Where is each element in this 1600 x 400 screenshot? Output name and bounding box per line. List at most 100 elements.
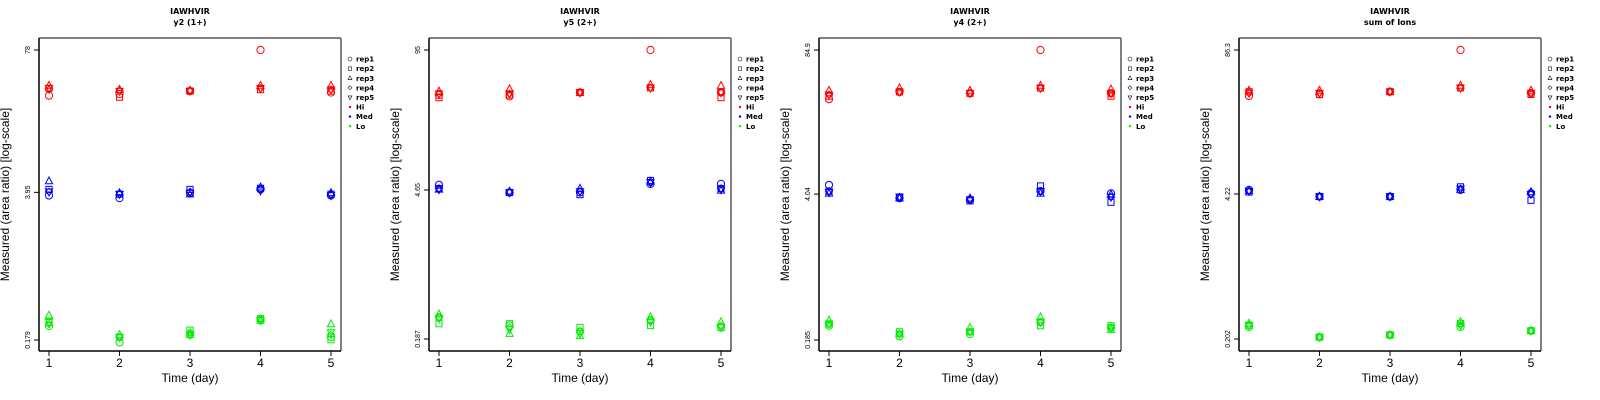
- y-axis-label: Measured (area ratio) [log-scale]: [1198, 108, 1212, 281]
- point-med-rep5: [256, 187, 265, 196]
- legend-dot-icon: [348, 105, 352, 109]
- point-hi-rep5: [505, 90, 514, 99]
- legend-dot-icon: [738, 124, 742, 128]
- legend-label: rep1: [1556, 56, 1574, 64]
- data-points: [824, 45, 1116, 341]
- legend-triangle-up-icon: [737, 75, 743, 80]
- legend-triangle-down-icon: [347, 95, 353, 101]
- legend-symbol: [737, 95, 743, 101]
- point-lo-rep1: [824, 321, 834, 330]
- point-med-rep4: [434, 184, 444, 193]
- legend-symbol: [1547, 56, 1553, 62]
- legend-dot-icon: [1128, 115, 1132, 118]
- data-points: [1244, 45, 1536, 343]
- x-axis-label: Time (day): [552, 371, 609, 385]
- point-lo-rep1: [326, 333, 336, 342]
- legend-circle-icon: [347, 56, 353, 62]
- x-tick-label: 3: [187, 356, 194, 370]
- y-tick-label: 3.95: [25, 185, 32, 199]
- x-tick-label: 4: [1037, 356, 1044, 370]
- point-hi-rep5: [185, 87, 195, 97]
- point-hi-rep2: [435, 94, 443, 102]
- point-hi-rep1: [115, 89, 124, 99]
- point-lo-rep5: [575, 330, 585, 339]
- point-med-rep1: [434, 180, 444, 189]
- point-hi-rep3: [895, 82, 904, 92]
- legend-symbol: [1548, 66, 1552, 71]
- x-tick-label: 4: [257, 356, 264, 370]
- x-axis-label: Time (day): [1362, 371, 1419, 385]
- legend-triangle-down-icon: [1547, 95, 1553, 101]
- point-med-rep5: [185, 189, 195, 199]
- point-lo-rep2: [186, 326, 194, 334]
- legend-label: rep5: [1556, 94, 1574, 102]
- point-hi-rep3: [256, 80, 265, 89]
- point-lo-rep1: [1456, 322, 1465, 332]
- legend-label: Lo: [356, 123, 365, 131]
- point-med-rep5: [1036, 187, 1045, 197]
- legend-symbol: [1547, 95, 1553, 101]
- legend-symbol: [1548, 124, 1552, 128]
- chart-panel-3: IAWHVIR y4 (2+) 84.9 4.04 0.185 1 2 3 4 5 Time (da…: [778, 7, 1154, 385]
- point-med-rep5: [575, 188, 585, 197]
- point-med-rep3: [256, 181, 265, 191]
- point-hi-rep2: [717, 94, 725, 102]
- point-hi-rep5: [256, 85, 265, 94]
- chart-panel-4: IAWHVIR sum of Ions 86.3 4.22 0.202 1 2 3 4 5 Time…: [1198, 7, 1574, 385]
- point-lo-rep2: [1036, 322, 1045, 330]
- point-hi-rep1: [326, 88, 336, 97]
- point-hi-rep5: [646, 84, 655, 94]
- point-lo-rep5: [965, 328, 975, 338]
- point-med-rep5: [1385, 193, 1395, 202]
- point-lo-rep3: [256, 315, 265, 324]
- legend-symbol: [348, 66, 352, 71]
- legend-symbol: [1127, 95, 1133, 101]
- legend-label: Lo: [746, 123, 755, 131]
- legend-label: rep1: [1136, 56, 1154, 64]
- y-tick-label: 4.04: [805, 187, 812, 201]
- point-med-rep1: [716, 179, 726, 188]
- legend-label: Med: [746, 113, 763, 121]
- legend-symbol: [347, 75, 353, 80]
- point-lo-rep3: [965, 322, 975, 331]
- point-lo-rep3: [646, 311, 655, 321]
- data-points: [434, 45, 726, 340]
- point-med-rep5: [434, 186, 444, 195]
- legend-label: Hi: [1136, 104, 1144, 112]
- point-lo-rep1: [115, 338, 124, 347]
- legend-label: Med: [1136, 113, 1153, 121]
- legend-symbol: [348, 115, 352, 118]
- x-tick-label: 1: [1246, 356, 1253, 370]
- legend-label: rep5: [356, 94, 374, 102]
- legend-triangle-up-icon: [1127, 75, 1133, 80]
- legend-dot-icon: [1128, 124, 1132, 128]
- point-hi-rep5: [895, 88, 904, 98]
- chart-title: IAWHVIR: [1370, 7, 1410, 16]
- point-hi-rep5: [1315, 89, 1324, 99]
- point-med-rep1: [44, 191, 54, 200]
- point-hi-rep3: [716, 80, 726, 89]
- legend-label: rep2: [356, 65, 374, 73]
- point-lo-rep3: [1526, 325, 1536, 334]
- point-med-rep5: [1106, 193, 1116, 203]
- point-med-rep5: [895, 193, 904, 203]
- legend-label: rep1: [746, 56, 764, 64]
- legend-label: rep5: [746, 94, 764, 102]
- data-points: [44, 45, 336, 347]
- point-lo-rep1: [44, 321, 54, 331]
- point-hi-rep3: [824, 85, 834, 94]
- legend-dot-icon: [1548, 115, 1552, 118]
- point-med-rep5: [646, 178, 655, 188]
- point-med-rep5: [1315, 193, 1324, 202]
- point-med-rep5: [1244, 187, 1254, 197]
- point-med-rep5: [716, 186, 726, 195]
- legend-triangle-down-icon: [1127, 95, 1133, 101]
- legend-symbol: [738, 115, 742, 118]
- y-tick-label: 0.179: [25, 331, 32, 349]
- point-lo-rep4: [44, 319, 54, 329]
- point-med-rep5: [44, 188, 54, 197]
- point-hi-rep3: [1106, 84, 1116, 93]
- chart-title: IAWHVIR: [170, 7, 210, 16]
